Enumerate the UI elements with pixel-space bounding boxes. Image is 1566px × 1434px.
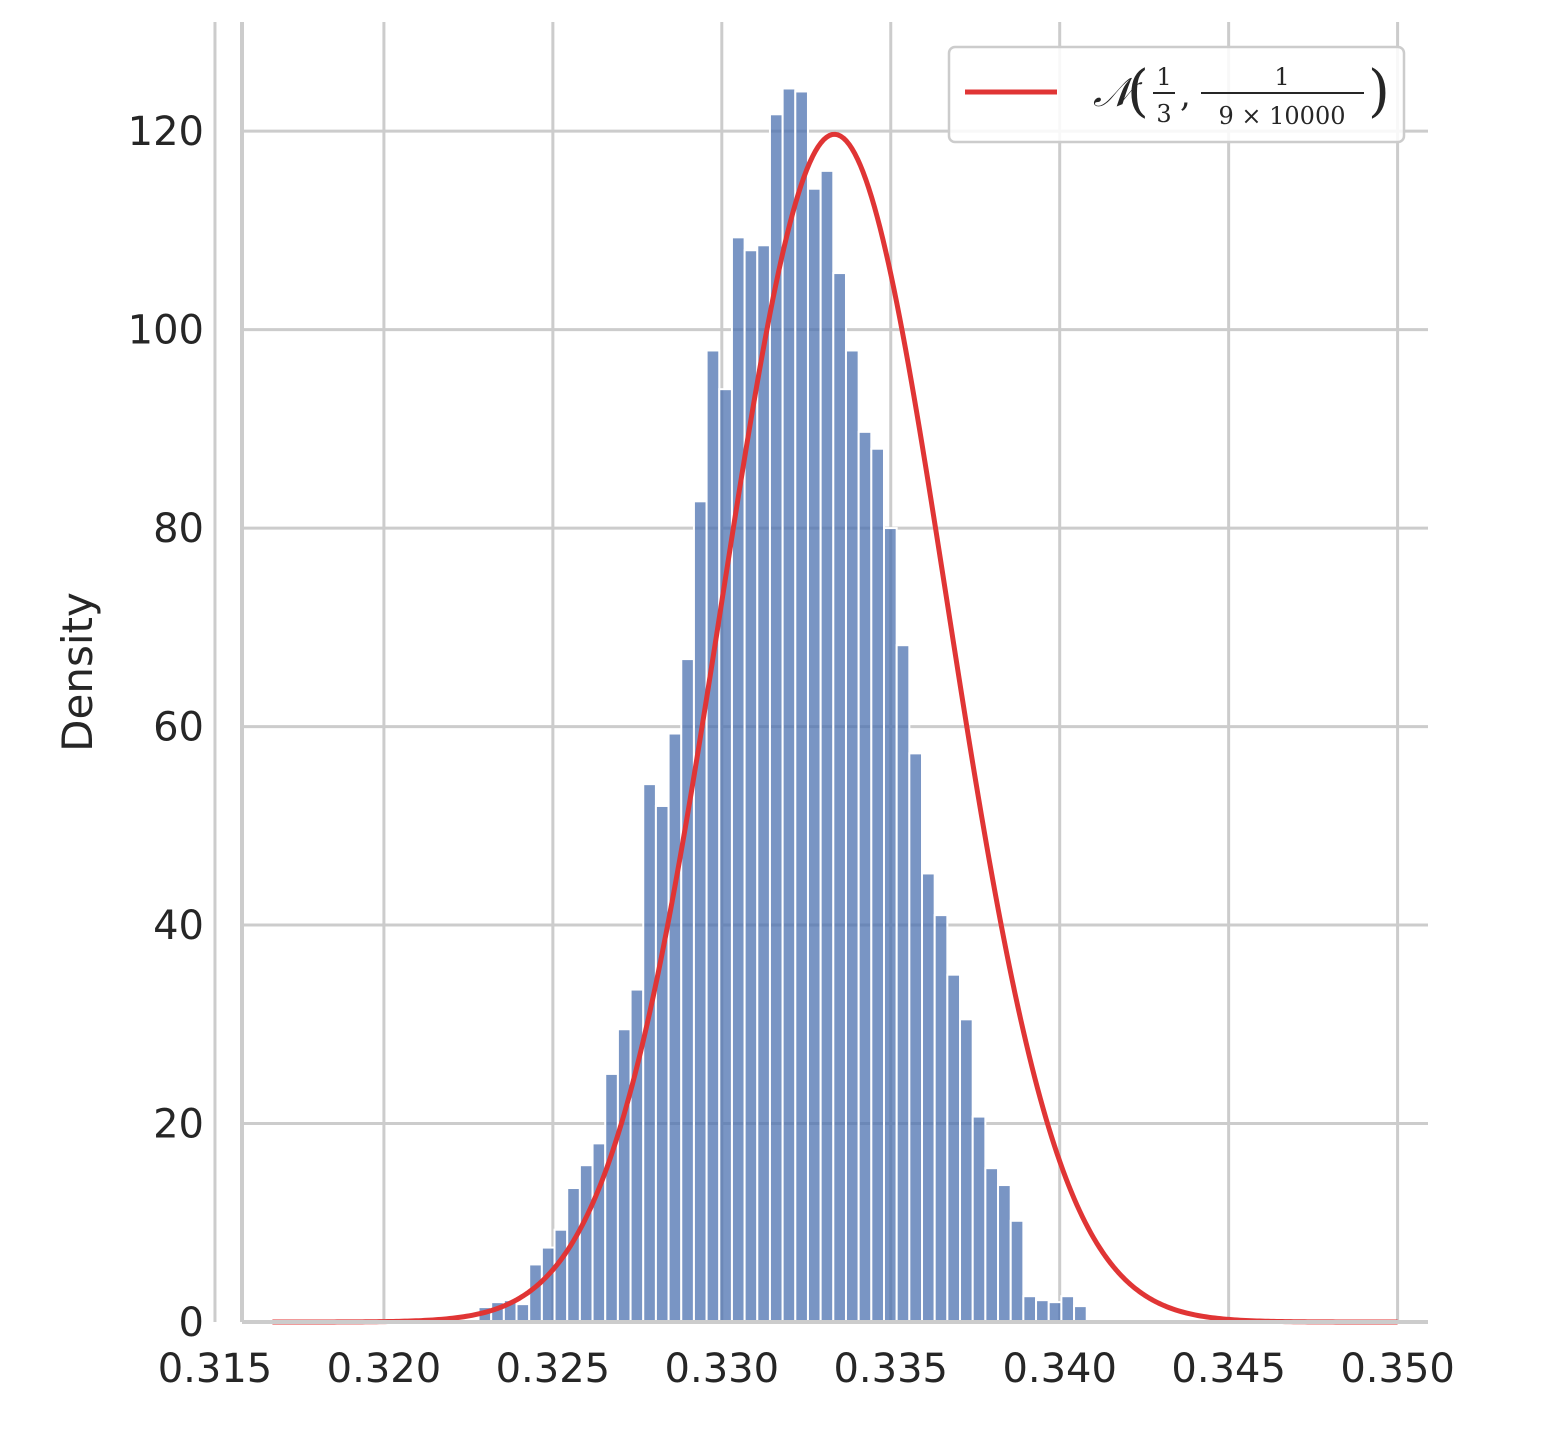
- legend-comma: ,: [1180, 75, 1191, 115]
- x-tick-label-0: 0.315: [158, 1346, 273, 1392]
- histogram-bar-37: [946, 973, 962, 1323]
- histogram-bar-27: [819, 169, 835, 1323]
- y-tick-label-1: 20: [153, 1102, 204, 1148]
- histogram-bar-33: [895, 644, 911, 1323]
- legend-frame: [947, 45, 1406, 144]
- legend-close-paren: ): [1368, 59, 1390, 124]
- histogram-bar-41: [997, 1184, 1012, 1324]
- histogram-bar-42: [1009, 1219, 1025, 1324]
- histogram-bar-19: [718, 388, 733, 1323]
- legend-variance-denominator: 9 × 10000: [1219, 102, 1346, 130]
- x-tick-label-1: 0.320: [327, 1346, 442, 1392]
- histogram-bar-34: [908, 752, 924, 1323]
- histogram-bar-17: [692, 500, 708, 1323]
- legend-label: 𝒩 ( 1 3 , 1 9 × 10000 ): [1093, 59, 1390, 130]
- histogram-bar-16: [680, 658, 695, 1323]
- histogram-bar-28: [832, 272, 847, 1323]
- histogram-bars: [477, 87, 1088, 1324]
- histogram-bar-15: [667, 732, 683, 1323]
- histogram-bar-8: [578, 1164, 594, 1323]
- histogram-bar-24: [781, 87, 797, 1324]
- histogram-bar-3: [515, 1303, 531, 1324]
- x-tick-label-4: 0.335: [833, 1346, 948, 1392]
- histogram-bar-22: [756, 244, 771, 1323]
- y-tick-label-4: 80: [153, 506, 204, 552]
- y-tick-labels: 0 20 40 60 80 100 120: [128, 109, 204, 1346]
- histogram-bar-36: [933, 914, 949, 1323]
- x-tick-label-3: 0.330: [665, 1346, 780, 1392]
- histogram-bar-13: [642, 783, 657, 1323]
- histogram-bar-14: [654, 804, 670, 1323]
- legend-variance-numerator: 1: [1274, 63, 1289, 91]
- histogram-bar-5: [540, 1246, 556, 1323]
- x-tick-label-7: 0.350: [1340, 1346, 1455, 1392]
- histogram-bar-18: [705, 349, 721, 1324]
- y-tick-label-2: 40: [153, 903, 204, 949]
- x-tick-label-6: 0.345: [1171, 1346, 1286, 1392]
- x-tick-label-5: 0.340: [1002, 1346, 1117, 1392]
- y-tick-label-3: 60: [153, 705, 204, 751]
- x-tick-label-2: 0.325: [496, 1346, 611, 1392]
- legend-open-paren: (: [1127, 59, 1149, 124]
- y-tick-label-5: 100: [128, 308, 204, 354]
- histogram-bar-26: [806, 187, 822, 1324]
- histogram-bar-47: [1073, 1305, 1088, 1324]
- histogram-bar-31: [870, 447, 885, 1324]
- histogram-bar-6: [553, 1228, 569, 1324]
- histogram-bar-38: [959, 1018, 974, 1323]
- histogram-bar-29: [844, 349, 860, 1324]
- histogram-bar-44: [1035, 1299, 1050, 1324]
- legend: 𝒩 ( 1 3 , 1 9 × 10000 ): [947, 45, 1406, 144]
- histogram-bar-39: [971, 1115, 987, 1324]
- histogram-bar-11: [616, 1028, 632, 1324]
- legend-mean-denominator: 3: [1156, 100, 1171, 128]
- y-tick-label-6: 120: [128, 109, 204, 155]
- histogram-bar-32: [882, 527, 898, 1323]
- y-tick-label-0: 0: [179, 1300, 204, 1346]
- histogram-bar-40: [984, 1167, 1000, 1324]
- x-tick-labels: 0.315 0.320 0.325 0.330 0.335 0.340 0.345 0.350: [158, 1346, 1455, 1392]
- histogram-bar-20: [730, 236, 746, 1323]
- histogram-bar-30: [857, 430, 873, 1323]
- histogram-bar-35: [921, 872, 936, 1323]
- histogram-bar-45: [1047, 1301, 1063, 1324]
- y-axis-label: Density: [53, 592, 102, 752]
- histogram-bar-7: [566, 1187, 581, 1323]
- histogram-bar-46: [1060, 1295, 1076, 1324]
- histogram-bar-10: [604, 1072, 619, 1324]
- histogram-bar-43: [1022, 1295, 1038, 1324]
- normal-pdf-curve: [272, 131, 1398, 1325]
- legend-mean-numerator: 1: [1156, 63, 1171, 91]
- histogram-bar-25: [794, 90, 809, 1323]
